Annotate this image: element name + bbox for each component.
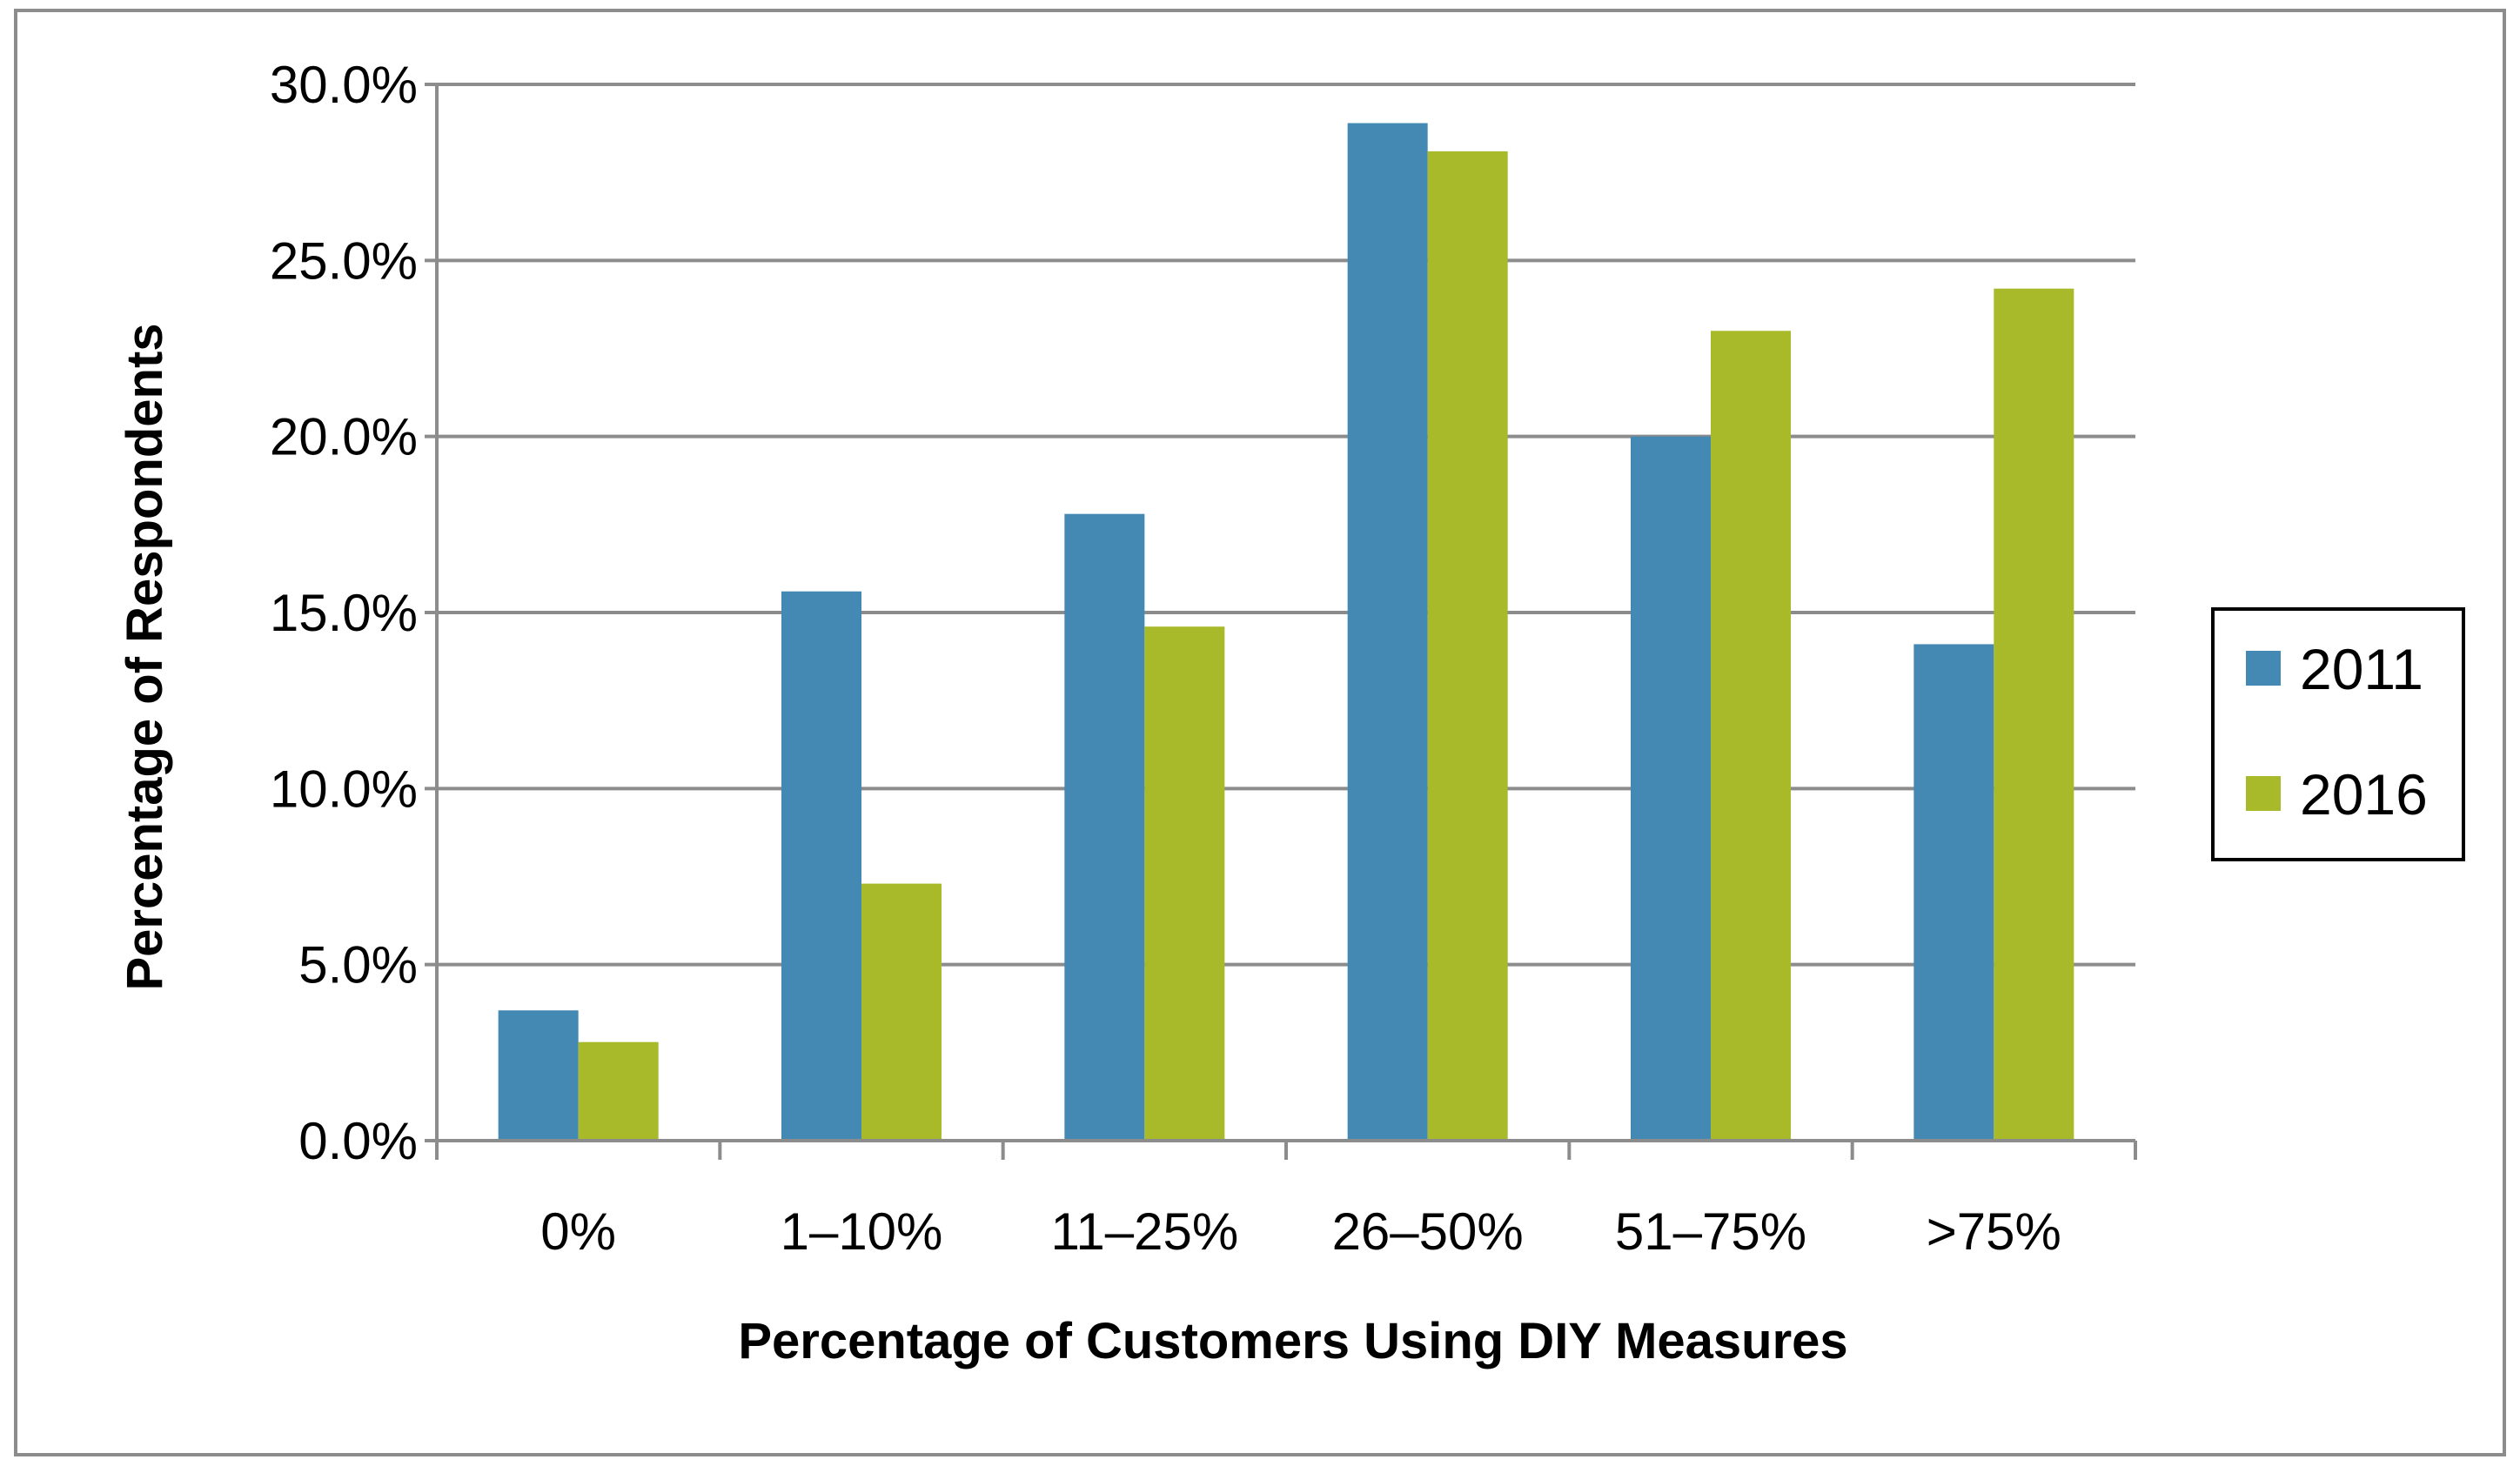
bar-2016-0: [578, 1041, 659, 1141]
bar-2011-2: [1064, 513, 1145, 1141]
bar-2016-1: [861, 883, 942, 1141]
chart-border: [14, 9, 2506, 1456]
y-tick-labels: 0.0% 5.0% 10.0% 15.0% 20.0% 25.0% 30.0%: [270, 56, 418, 1170]
legend: 2011 2016: [2211, 607, 2465, 861]
y-axis-title: Percentage of Respondents: [117, 323, 173, 990]
bar-2011-1: [781, 591, 861, 1141]
gridlines: [425, 83, 2135, 967]
x-tick-label: 51–75%: [1615, 1202, 1806, 1261]
x-tick-label: 1–10%: [781, 1202, 943, 1261]
x-tick-label: 11–25%: [1050, 1202, 1238, 1261]
x-tick-label: 0%: [540, 1202, 616, 1261]
x-tick-label: >75%: [1927, 1202, 2061, 1261]
x-tick-label: 26–50%: [1332, 1202, 1524, 1261]
legend-label-2011: 2011: [2300, 637, 2423, 701]
bars: [498, 123, 2074, 1142]
bar-2016-4: [1711, 331, 1791, 1141]
bar-2016-2: [1144, 626, 1225, 1141]
legend-label-2016: 2016: [2300, 762, 2428, 827]
bar-2016-5: [1994, 288, 2074, 1141]
y-tick-label: 30.0%: [270, 56, 418, 114]
y-tick-label: 10.0%: [270, 760, 418, 818]
legend-swatch-2011: [2246, 651, 2281, 686]
bar-2011-3: [1347, 123, 1428, 1142]
y-tick-label: 5.0%: [298, 936, 418, 994]
y-tick-label: 25.0%: [270, 231, 418, 290]
y-tick-label: 15.0%: [270, 584, 418, 642]
bar-2016-3: [1427, 151, 1508, 1141]
bar-2011-0: [498, 1010, 579, 1141]
bar-2011-4: [1631, 436, 1711, 1142]
axes: [425, 84, 2137, 1160]
x-axis-title: Percentage of Customers Using DIY Measur…: [738, 1313, 1847, 1369]
legend-swatch-2016: [2246, 776, 2281, 811]
y-tick-label: 0.0%: [298, 1112, 418, 1170]
x-tick-labels: 0% 1–10% 11–25% 26–50% 51–75% >75%: [540, 1202, 2061, 1261]
y-tick-label: 20.0%: [270, 408, 418, 466]
bar-2011-5: [1913, 644, 1994, 1141]
